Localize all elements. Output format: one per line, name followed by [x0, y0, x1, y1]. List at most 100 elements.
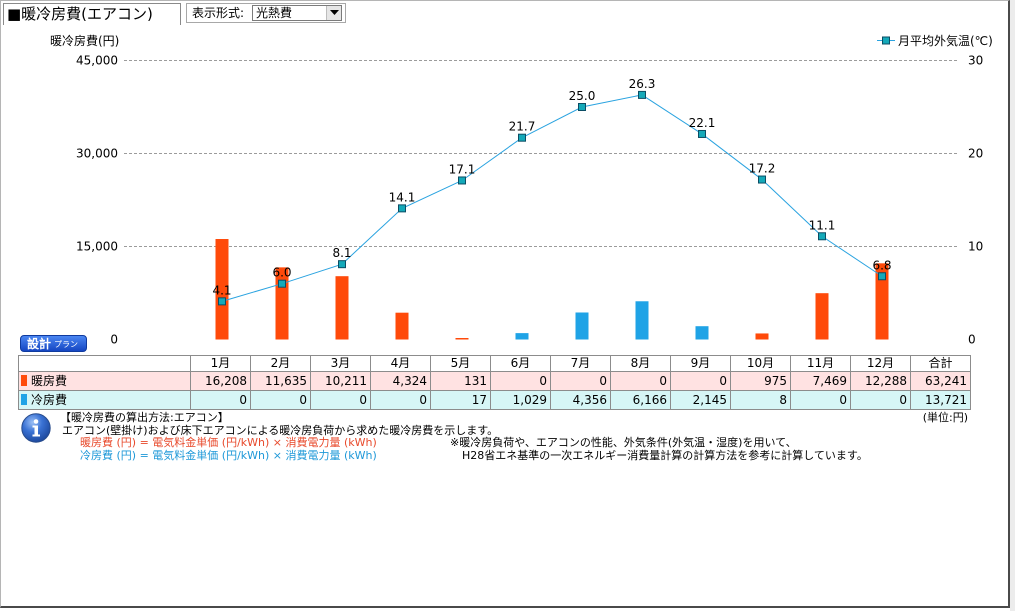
temperature-marker	[338, 260, 346, 269]
dropdown-button[interactable]	[326, 6, 341, 20]
heating-legend-swatch	[21, 375, 27, 386]
table-cell: 10,211	[310, 371, 371, 391]
display-format-group: 表示形式: 光熱費	[186, 3, 346, 23]
cooling-legend-swatch	[21, 394, 27, 405]
temperature-data-label: 4.1	[212, 283, 231, 297]
display-format-label: 表示形式:	[192, 6, 245, 20]
temperature-data-label: 26.3	[629, 77, 656, 91]
heating-cost-bar	[455, 338, 469, 340]
remark-line-1: ※暖冷房負荷や、エアコンの性能、外気条件(外気温・湿度)を用いて、	[450, 436, 797, 449]
heating-cost-row: 暖房費 16,208 11,635 10,211 4,324 131 0 0 0…	[18, 371, 971, 391]
table-cell: 4,356	[550, 390, 611, 410]
temperature-marker	[218, 297, 226, 306]
cooling-cost-bar	[695, 326, 709, 340]
y-axis-tick-label: 15,000	[76, 240, 118, 254]
temperature-marker	[278, 279, 286, 288]
temperature-line	[221, 94, 883, 302]
heating-cost-bar	[875, 263, 889, 340]
plot-area: 0 15,000 30,000 45,000 0 10 20 30 4.1 6.0 8.1 14.1 1…	[76, 54, 983, 347]
month-header: 11月	[790, 355, 851, 372]
table-cell: 0	[610, 371, 671, 391]
temperature-data-label: 25.0	[569, 89, 596, 103]
temperature-marker	[578, 103, 586, 111]
cooling-cost-bar	[515, 333, 529, 340]
cooling-formula: 冷房費 (円) = 電気料金単価 (円/kWh) × 消費電力量 (kWh)	[80, 449, 377, 462]
month-header: 4月	[370, 355, 431, 372]
y-axis-title: 暖冷房費(円)	[50, 33, 119, 48]
temperature-data-label: 11.1	[809, 218, 836, 232]
y-axis-tick-label: 30,000	[76, 147, 118, 161]
heating-cost-label-cell: 暖房費	[18, 371, 191, 391]
heating-cooling-cost-chart: 暖冷房費(円) 0 15,000 30,000 45,000 0 10 20 30 4.1 6.0…	[50, 33, 993, 347]
temperature-data-label: 6.0	[272, 266, 291, 280]
heating-cost-bar	[215, 239, 229, 340]
month-header: 3月	[310, 355, 371, 372]
table-cell: 0	[790, 390, 851, 410]
table-header-row: 1月 2月 3月 4月 5月 6月 7月 8月 9月 10月 11月 12月 合…	[18, 355, 971, 372]
display-format-selected-value: 光熱費	[256, 6, 293, 20]
badge-sub-text: プラン	[54, 340, 78, 349]
badge-main-text: 設計	[27, 337, 52, 351]
heating-cost-bar	[755, 333, 769, 340]
table-cell: 0	[190, 390, 251, 410]
heating-total-cell: 63,241	[910, 371, 971, 391]
cooling-cost-row: 冷房費 0 0 0 0 17 1,029 4,356 6,166 2,145 8…	[18, 390, 971, 410]
heating-cost-bar	[815, 293, 829, 340]
table-cell: 1,029	[490, 390, 551, 410]
panel-title: ■暖冷房費(エアコン)	[3, 3, 181, 25]
calculation-description: エアコン(壁掛け)および床下エアコンによる暖冷房負荷から求めた暖冷房費を示します…	[62, 424, 499, 437]
temperature-data-label: 22.1	[689, 116, 716, 130]
heating-cost-label: 暖房費	[31, 374, 68, 388]
temperature-data-label: 17.1	[449, 162, 476, 176]
table-cell: 131	[430, 371, 491, 391]
temperature-data-label: 6.8	[872, 258, 891, 272]
table-cell: 0	[310, 390, 371, 410]
total-header: 合計	[910, 355, 971, 372]
chevron-down-icon	[330, 10, 339, 15]
cooling-cost-label: 冷房費	[31, 393, 68, 407]
temperature-marker	[518, 133, 526, 142]
month-header: 1月	[190, 355, 251, 372]
month-header: 6月	[490, 355, 551, 372]
temperature-marker	[458, 176, 466, 185]
temperature-data-label: 14.1	[389, 190, 416, 204]
window-background-strip	[1010, 0, 1015, 611]
heating-cost-bar	[395, 312, 409, 340]
y-axis-tick-label: 45,000	[76, 54, 118, 68]
heating-formula: 暖房費 (円) = 電気料金単価 (円/kWh) × 消費電力量 (kWh)	[80, 436, 377, 449]
heating-cost-bar	[335, 276, 349, 340]
table-cell: 0	[550, 371, 611, 391]
temperature-marker	[398, 204, 406, 213]
table-cell: 4,324	[370, 371, 431, 391]
legend-label: 月平均外気温(℃)	[898, 33, 993, 48]
table-cell: 975	[730, 371, 791, 391]
table-corner-cell	[18, 355, 191, 372]
legend-marker-swatch	[882, 36, 890, 45]
cooling-cost-label-cell: 冷房費	[18, 390, 191, 410]
table-cell: 0	[670, 371, 731, 391]
table-cell: 7,469	[790, 371, 851, 391]
info-icon	[21, 413, 51, 443]
table-cell: 6,166	[610, 390, 671, 410]
month-header: 5月	[430, 355, 491, 372]
y2-axis-tick-label: 30	[968, 54, 983, 68]
temperature-marker	[878, 272, 886, 281]
remark-line-2: H28省エネ基準の一次エネルギー消費量計算の計算方法を参考に計算しています。	[462, 449, 868, 462]
temperature-marker	[698, 129, 706, 138]
temperature-data-label: 8.1	[332, 246, 351, 260]
month-header: 7月	[550, 355, 611, 372]
table-cell: 0	[850, 390, 911, 410]
cooling-cost-bar	[635, 301, 649, 340]
display-format-dropdown[interactable]: 光熱費	[252, 5, 342, 21]
design-plan-badge: 設計 プラン	[20, 335, 87, 352]
cost-table: 1月 2月 3月 4月 5月 6月 7月 8月 9月 10月 11月 12月 合…	[18, 355, 971, 410]
temperature-data-label: 17.2	[749, 162, 776, 176]
month-header: 10月	[730, 355, 791, 372]
table-cell: 0	[250, 390, 311, 410]
y2-axis-tick-label: 10	[968, 240, 983, 254]
table-cell: 11,635	[250, 371, 311, 391]
temperature-marker	[758, 175, 766, 184]
table-cell: 12,288	[850, 371, 911, 391]
table-cell: 0	[490, 371, 551, 391]
